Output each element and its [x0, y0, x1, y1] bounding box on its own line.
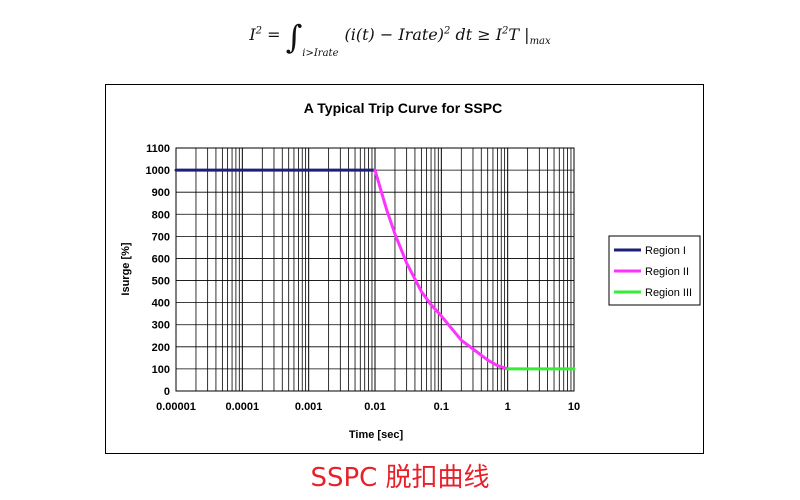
formula-integrand: (i(t) − Irate) — [344, 25, 445, 44]
figure-caption: SSPC 脱扣曲线 — [310, 463, 490, 493]
formula-lhs: I — [249, 25, 256, 44]
legend-label: Region III — [645, 287, 692, 299]
trip-curve-chart: A Typical Trip Curve for SSPC 0 100 200 300… — [120, 100, 701, 441]
x-tick-label: 0.1 — [434, 401, 449, 413]
chart-title: A Typical Trip Curve for SSPC — [304, 100, 502, 116]
formula-equals: = — [262, 25, 286, 44]
x-tick-label: 0.0001 — [226, 401, 260, 413]
x-tick-label: 0.01 — [364, 401, 385, 413]
x-axis-label: Time [sec] — [349, 429, 404, 441]
y-tick-label: 1000 — [146, 165, 170, 177]
y-tick-label: 0 — [164, 386, 170, 398]
series-line-region-2 — [373, 168, 510, 371]
x-tick-label: 0.00001 — [156, 401, 196, 413]
y-tick-label: 800 — [152, 209, 170, 221]
formula-integrand-exponent: 2 — [444, 25, 451, 37]
x-tick-label: 1 — [505, 401, 511, 413]
chart-frame: A Typical Trip Curve for SSPC 0 100 200 300… — [105, 84, 704, 454]
y-tick-label: 500 — [152, 276, 170, 288]
trip-formula: I2 = ∫i>Irate(i(t) − Irate)2 dt ≥ I2T |m… — [0, 18, 800, 59]
y-tick-label: 200 — [152, 342, 170, 354]
formula-rhs: T | — [508, 25, 530, 44]
y-axis-ticks: 0 100 200 300 400 500 600 700 800 900 1000 1100 — [146, 143, 170, 398]
formula-rhs-subscript: max — [529, 36, 551, 48]
y-tick-label: 300 — [152, 320, 170, 332]
legend-label: Region I — [645, 245, 686, 257]
y-tick-label: 400 — [152, 298, 170, 310]
legend-label: Region II — [645, 266, 689, 278]
chart-legend: Region I Region II Region III — [608, 235, 701, 306]
x-tick-label: 0.001 — [295, 401, 323, 413]
formula-rhs-exponent: 2 — [502, 25, 509, 37]
integral-lower-limit: i>Irate — [302, 48, 339, 59]
plot-series — [174, 168, 576, 371]
y-tick-label: 700 — [152, 231, 170, 243]
x-tick-label: 10 — [568, 401, 580, 413]
formula-lhs-exponent: 2 — [255, 25, 263, 37]
y-axis-label: Isurge [%] — [120, 242, 132, 296]
y-tick-label: 600 — [152, 253, 170, 265]
formula-dt: dt ≥ I — [455, 25, 503, 44]
y-tick-label: 1100 — [146, 143, 170, 155]
y-tick-label: 900 — [152, 187, 170, 199]
plot-grid — [175, 147, 575, 392]
y-tick-label: 100 — [152, 364, 170, 376]
integral-sign: ∫ — [285, 18, 303, 56]
x-axis-ticks: 0.00001 0.0001 0.001 0.01 0.1 1 10 — [156, 401, 580, 413]
